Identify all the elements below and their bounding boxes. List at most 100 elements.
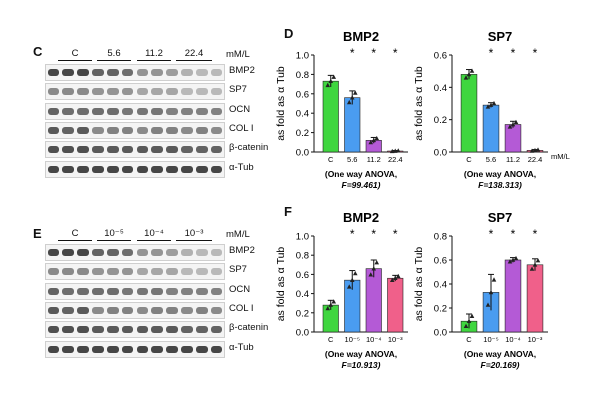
blot-band xyxy=(121,69,134,76)
blot-band xyxy=(195,287,208,295)
blot-band xyxy=(195,268,208,276)
blot-band xyxy=(151,69,164,76)
blot-band xyxy=(62,165,75,173)
blot-band xyxy=(210,268,223,276)
chart-bar xyxy=(344,97,361,153)
blot-band xyxy=(151,126,164,134)
chart-y-tick-label: 1.0 xyxy=(296,232,309,243)
chart-bar xyxy=(504,124,522,153)
blot-band xyxy=(106,268,119,276)
blot-band xyxy=(47,326,60,334)
blot-band xyxy=(181,306,193,314)
blot-band xyxy=(136,306,149,314)
blot-band xyxy=(92,326,104,334)
blot-band xyxy=(151,249,164,256)
blot-band xyxy=(62,268,75,276)
chart-data-point xyxy=(535,258,541,263)
blot-strip xyxy=(45,340,225,358)
blot-band xyxy=(121,126,134,134)
blot-band xyxy=(121,345,134,353)
blot-band xyxy=(106,165,119,173)
blot-band xyxy=(106,69,119,76)
blot-band xyxy=(136,249,149,256)
chart-x-tick-label: 5.6 xyxy=(486,155,496,164)
blot-row-label: α-Tub xyxy=(229,161,254,173)
blot-band xyxy=(77,287,89,295)
blot-band xyxy=(62,249,75,256)
chart-x-tick-label: 22.4 xyxy=(528,155,543,164)
blot-band xyxy=(121,287,134,295)
blot-group-underline xyxy=(176,240,212,241)
blot-band xyxy=(166,88,178,96)
chart-stat-caption: (One way ANOVA, xyxy=(464,349,536,359)
chart-data-point xyxy=(532,262,538,267)
blot-band xyxy=(166,69,178,76)
blot-band xyxy=(121,306,134,314)
blot-band xyxy=(210,306,223,314)
chart-stat-caption: F=20.169) xyxy=(481,360,520,370)
blot-band xyxy=(62,345,75,353)
blot-band xyxy=(121,107,134,115)
blot-band xyxy=(210,326,223,334)
blot-band xyxy=(47,88,60,96)
chart-significance-marker: * xyxy=(511,227,516,241)
blot-band xyxy=(181,249,193,256)
blot-band xyxy=(121,268,134,276)
chart-y-tick-label: 0.8 xyxy=(296,251,309,262)
blot-strip xyxy=(45,121,225,139)
blot-band xyxy=(166,345,178,353)
chart-significance-marker: * xyxy=(393,227,398,241)
blot-band xyxy=(136,326,149,334)
chart-y-tick-label: 0.6 xyxy=(434,256,447,267)
blot-band xyxy=(77,249,89,256)
chart-bar xyxy=(526,264,544,333)
blot-band xyxy=(62,146,75,154)
blot-group-label: 10⁻³ xyxy=(184,228,204,239)
blot-row-label: α-Tub xyxy=(229,341,254,353)
chart-data-point xyxy=(328,78,334,83)
blot-band xyxy=(77,146,89,154)
blot-band xyxy=(121,146,134,154)
blot-band xyxy=(106,146,119,154)
blot-band xyxy=(136,126,149,134)
blot-band xyxy=(195,306,208,314)
chart-bar xyxy=(365,268,382,333)
blot-band xyxy=(166,287,178,295)
blot-band xyxy=(47,287,60,295)
blot-band xyxy=(166,146,178,154)
blot-band xyxy=(210,107,223,115)
blot-band xyxy=(106,107,119,115)
blot-band xyxy=(210,165,223,173)
chart-y-tick-label: 0.4 xyxy=(296,289,309,300)
chart-data-point xyxy=(392,275,398,281)
chart-x-tick-label: 10⁻⁵ xyxy=(345,335,360,344)
chart-y-tick-label: 0.2 xyxy=(434,115,447,126)
chart-x-tick-label: C xyxy=(466,335,472,344)
blot-band xyxy=(181,107,193,115)
blot-band xyxy=(62,306,75,314)
chart-data-point xyxy=(328,302,334,307)
chart-data-point xyxy=(488,289,494,295)
blot-band xyxy=(210,88,223,96)
chart-x-tick-label: 10⁻⁴ xyxy=(366,335,382,344)
blot-strip xyxy=(45,141,225,159)
blot-band xyxy=(106,287,119,295)
blot-band xyxy=(136,88,149,96)
chart-data-point xyxy=(510,122,516,127)
blot-row-label: COL I xyxy=(229,122,254,134)
chart-y-tick-label: 0.4 xyxy=(296,109,309,120)
chart-data-point xyxy=(513,255,519,261)
chart-data-point xyxy=(463,75,469,80)
chart-data-point xyxy=(535,147,541,152)
blot-band xyxy=(195,146,208,154)
blot-band xyxy=(136,165,149,173)
chart-stat-caption: F=138.313) xyxy=(478,180,522,190)
blot-band xyxy=(92,287,104,295)
blot-band xyxy=(181,88,193,96)
chart-x-tick-label: 10⁻³ xyxy=(528,335,543,344)
chart-y-axis-label: as fold as α Tub xyxy=(413,247,425,322)
blot-band xyxy=(47,345,60,353)
chart-bar xyxy=(482,104,500,153)
blot-band xyxy=(62,326,75,334)
